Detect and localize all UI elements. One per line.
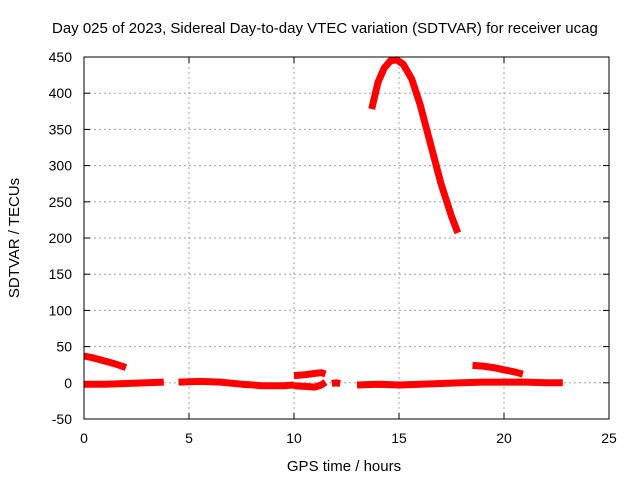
series-line-7: [356, 379, 463, 389]
y-tick-label: 450: [49, 49, 73, 65]
x-tick-label: 0: [80, 430, 88, 446]
y-tick-label: 100: [49, 302, 73, 318]
series-line-1: [83, 352, 128, 371]
y-tick-label: 200: [49, 230, 73, 246]
series-line-5: [293, 379, 328, 391]
x-tick-label: 25: [601, 430, 617, 446]
series-line-2: [84, 378, 164, 388]
data-series: [83, 56, 563, 391]
series-line-3: [178, 377, 295, 390]
series-line-10: [472, 361, 524, 378]
y-tick-label: 350: [49, 121, 73, 137]
x-tick-label: 10: [286, 430, 302, 446]
series-line-4: [293, 369, 327, 380]
y-axis-title: SDTVAR / TECUs: [6, 178, 23, 298]
y-tick-label: 300: [49, 158, 73, 174]
grid-lines: [84, 57, 609, 419]
x-tick-label: 20: [496, 430, 512, 446]
y-tick-label: 50: [56, 339, 72, 355]
y-tick-label: 0: [64, 375, 72, 391]
y-tick-label: 250: [49, 194, 73, 210]
x-axis-title: GPS time / hours: [287, 458, 401, 475]
series-line-6: [331, 379, 341, 387]
y-tick-label: 150: [49, 266, 73, 282]
y-tick-label: -50: [52, 411, 72, 427]
tick-labels: 0 5 10 15 20 25 -50 0 50 100 150 200 250 300 350 400 450: [49, 49, 617, 446]
x-tick-label: 15: [391, 430, 407, 446]
series-line-9: [461, 378, 563, 387]
y-tick-label: 400: [49, 85, 73, 101]
x-tick-label: 5: [185, 430, 193, 446]
plot-frame: [83, 56, 610, 420]
chart-title: Day 025 of 2023, Sidereal Day-to-day VTE…: [52, 20, 598, 37]
series-line-8: [368, 56, 462, 235]
